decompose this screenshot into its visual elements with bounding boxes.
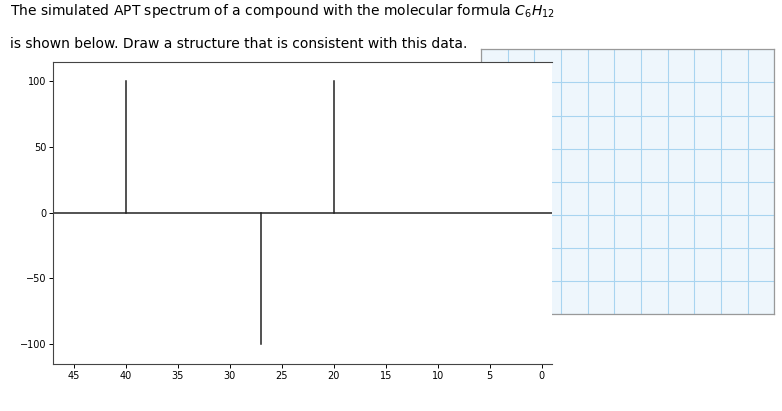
Text: The simulated APT spectrum of a compound with the molecular formula $C_6H_{12}$: The simulated APT spectrum of a compound… [10, 2, 555, 20]
Text: is shown below. Draw a structure that is consistent with this data.: is shown below. Draw a structure that is… [10, 37, 468, 51]
